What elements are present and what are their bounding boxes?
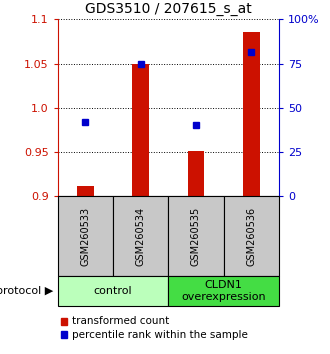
Title: GDS3510 / 207615_s_at: GDS3510 / 207615_s_at (85, 2, 252, 16)
Text: GSM260533: GSM260533 (81, 207, 90, 266)
Text: protocol ▶: protocol ▶ (0, 286, 53, 296)
Text: transformed count: transformed count (72, 316, 169, 326)
Text: GSM260535: GSM260535 (191, 207, 201, 266)
Text: GSM260534: GSM260534 (136, 207, 146, 266)
Bar (132, 64, 149, 196)
Text: CLDN1
overexpression: CLDN1 overexpression (181, 280, 266, 302)
Bar (188, 152, 204, 196)
Bar (77, 186, 94, 196)
Bar (243, 32, 259, 196)
Text: control: control (94, 286, 132, 296)
Text: GSM260536: GSM260536 (246, 207, 256, 266)
Text: percentile rank within the sample: percentile rank within the sample (72, 330, 248, 339)
